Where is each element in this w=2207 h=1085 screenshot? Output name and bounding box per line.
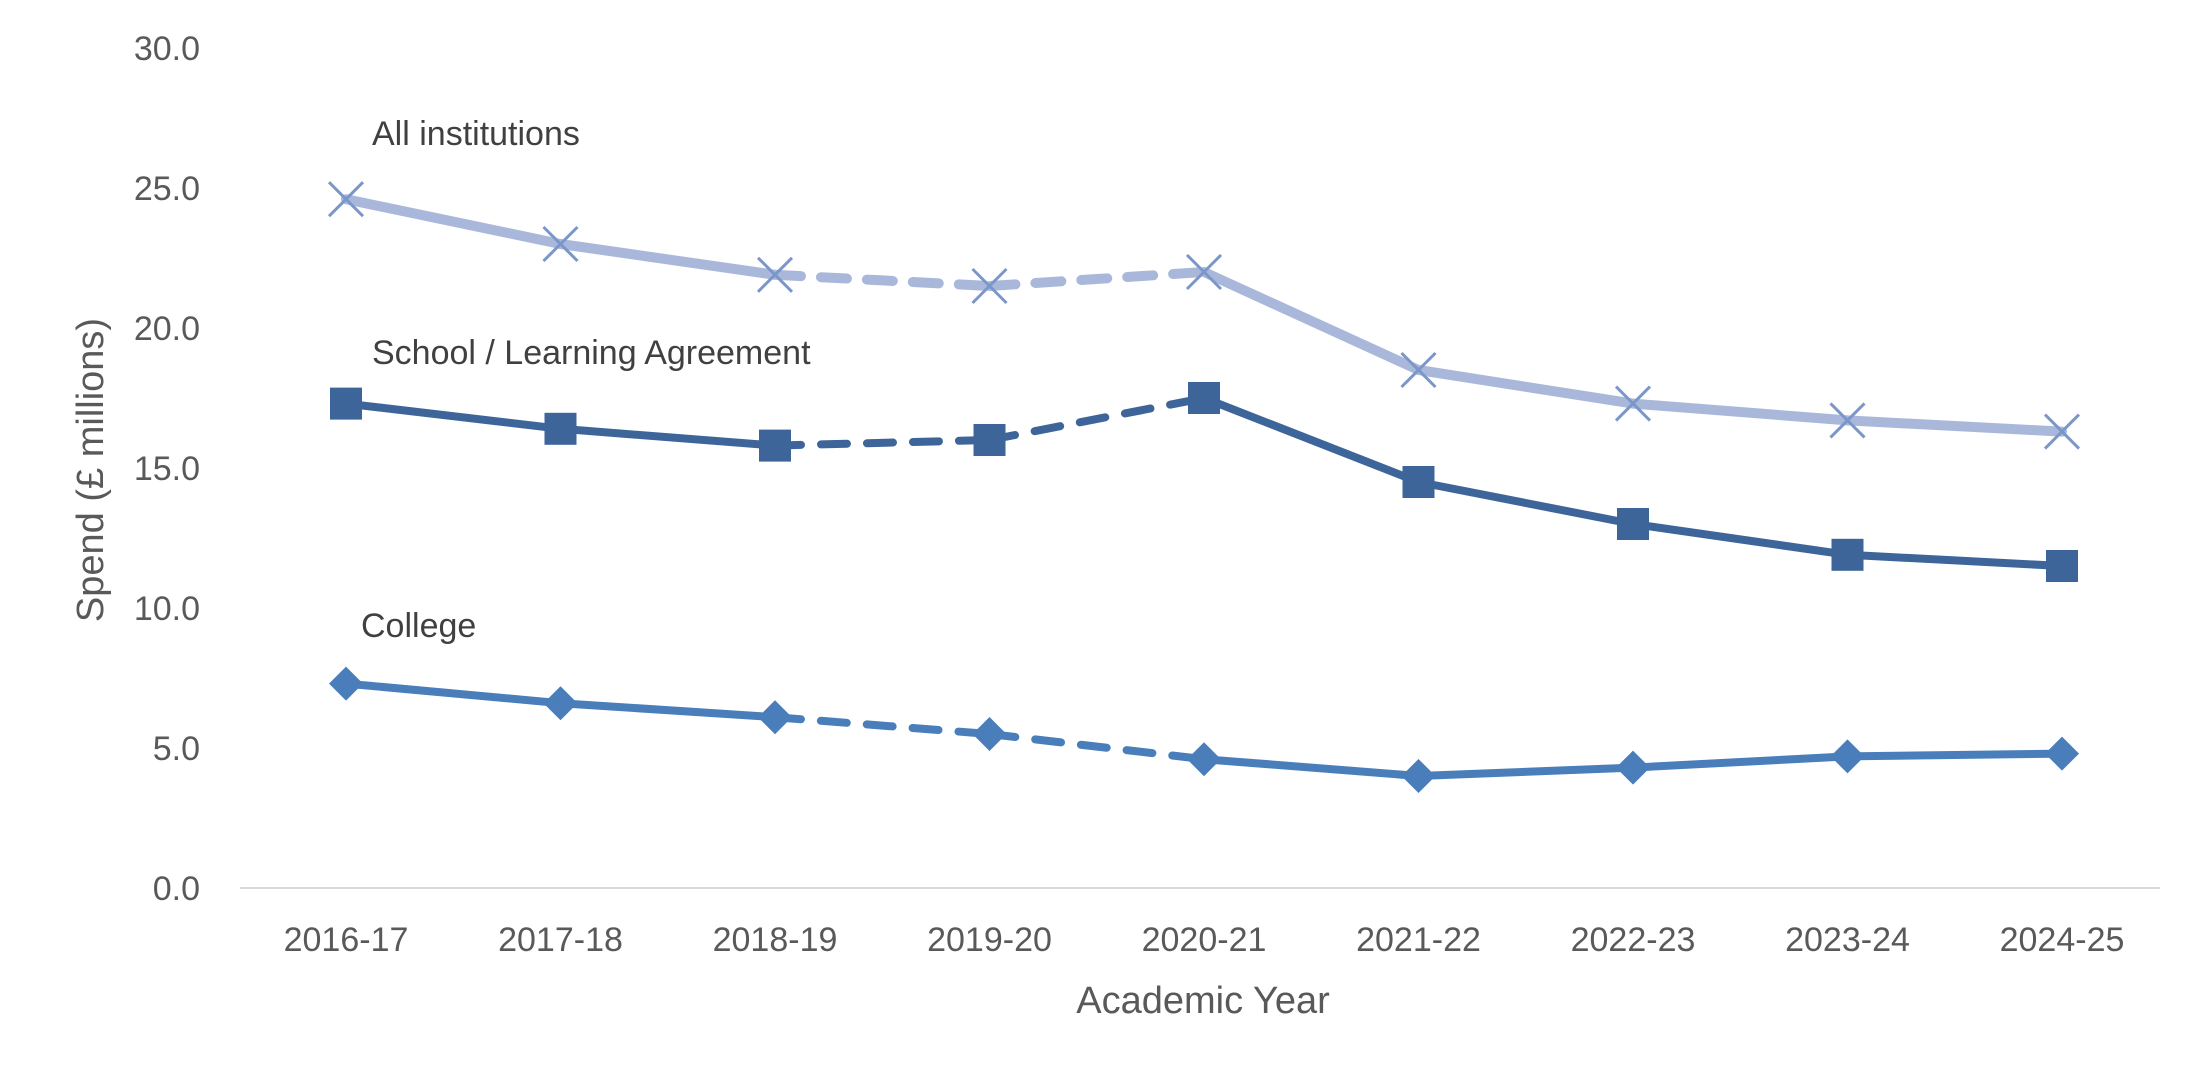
data-point-square bbox=[759, 429, 791, 462]
data-point-diamond bbox=[543, 686, 578, 721]
series-line-segment bbox=[556, 424, 779, 450]
data-point-diamond bbox=[1401, 759, 1436, 793]
x-tick-label: 2022-23 bbox=[1571, 921, 1696, 959]
x-axis-title: Academic Year bbox=[1076, 980, 1330, 1022]
y-axis-title: Spend (£ millions) bbox=[70, 318, 112, 622]
series-line-segment-dashed bbox=[771, 713, 994, 738]
data-point-square bbox=[544, 412, 577, 445]
series-line-segment bbox=[1629, 752, 1852, 772]
y-tick-label: 20.0 bbox=[134, 310, 200, 348]
series-line-segment bbox=[341, 194, 566, 249]
series-line-segment-dashed bbox=[771, 436, 994, 450]
y-tick-label: 10.0 bbox=[134, 590, 200, 628]
data-point-square bbox=[1831, 538, 1864, 571]
series-line-segment bbox=[1200, 755, 1423, 780]
x-tick-label: 2018-19 bbox=[713, 921, 838, 959]
data-point-diamond bbox=[1616, 750, 1650, 785]
data-point-square bbox=[330, 387, 362, 420]
data-point-square bbox=[2046, 550, 2078, 582]
x-tick-label: 2021-22 bbox=[1356, 921, 1481, 959]
y-tick-label: 0.0 bbox=[153, 870, 200, 908]
series-line-segment-dashed bbox=[770, 269, 995, 291]
data-point-diamond bbox=[2045, 736, 2079, 771]
x-tick-label: 2017-18 bbox=[498, 921, 623, 959]
series-line-segment bbox=[1628, 398, 1853, 426]
series-line-segment bbox=[1414, 763, 1637, 780]
series-all-institutions bbox=[327, 181, 2081, 450]
x-tick-label: 2016-17 bbox=[284, 921, 409, 959]
series-line-segment bbox=[1629, 520, 1852, 559]
y-tick-label: 15.0 bbox=[134, 450, 200, 488]
series-label-all-institutions: All institutions bbox=[372, 115, 580, 153]
series-layer bbox=[327, 181, 2081, 793]
x-tick-label: 2024-25 bbox=[2000, 921, 2125, 959]
y-axis-tick-labels: 0.0 5.0 10.0 15.0 20.0 25.0 30.0 bbox=[134, 30, 200, 908]
data-point-diamond bbox=[329, 666, 363, 701]
data-point-square bbox=[973, 424, 1006, 456]
series-label-college: College bbox=[361, 607, 476, 645]
series-line-segment bbox=[556, 699, 779, 722]
series-line-segment-dashed bbox=[984, 267, 1209, 291]
series-line-segment-dashed bbox=[985, 394, 1208, 444]
data-point-square bbox=[1402, 466, 1435, 498]
x-tick-label: 2020-21 bbox=[1142, 921, 1267, 959]
series-school-learning-agreement bbox=[330, 382, 2078, 582]
data-point-diamond bbox=[1830, 739, 1865, 774]
series-label-school-learning-agreement: School / Learning Agreement bbox=[372, 334, 811, 372]
series-line-segment bbox=[1842, 415, 2067, 437]
y-tick-label: 25.0 bbox=[134, 170, 200, 208]
y-tick-label: 30.0 bbox=[134, 30, 200, 68]
x-tick-label: 2019-20 bbox=[927, 921, 1052, 959]
series-line-segment bbox=[342, 399, 565, 433]
series-line-segment bbox=[1200, 394, 1423, 486]
series-line-segment bbox=[1843, 749, 2066, 761]
y-tick-label: 5.0 bbox=[153, 730, 200, 768]
data-point-diamond bbox=[972, 717, 1007, 751]
data-point-x bbox=[327, 181, 365, 218]
x-axis-tick-labels: 2016-17 2017-18 2018-19 2019-20 2020-21 2021-… bbox=[284, 921, 2125, 959]
data-point-x bbox=[1614, 385, 1652, 422]
series-line-segment-dashed bbox=[985, 730, 1208, 764]
data-point-x bbox=[756, 256, 794, 293]
data-point-square bbox=[1188, 382, 1220, 414]
series-college bbox=[329, 666, 2079, 793]
data-point-x bbox=[2043, 413, 2081, 450]
data-point-diamond bbox=[758, 700, 792, 735]
data-point-x bbox=[1400, 351, 1437, 389]
series-line-segment bbox=[555, 239, 780, 280]
series-line-segment bbox=[1414, 478, 1637, 528]
data-point-square bbox=[1617, 508, 1649, 540]
data-point-x bbox=[971, 267, 1008, 305]
x-tick-label: 2023-24 bbox=[1785, 921, 1910, 959]
series-line-segment bbox=[1413, 365, 1638, 409]
series-line-segment bbox=[342, 679, 565, 708]
series-line-segment bbox=[1199, 267, 1424, 375]
data-point-x bbox=[1185, 253, 1223, 291]
data-point-x bbox=[1829, 402, 1866, 439]
data-point-x bbox=[542, 225, 579, 263]
series-line-segment bbox=[1843, 550, 2066, 570]
data-point-diamond bbox=[1187, 742, 1221, 777]
